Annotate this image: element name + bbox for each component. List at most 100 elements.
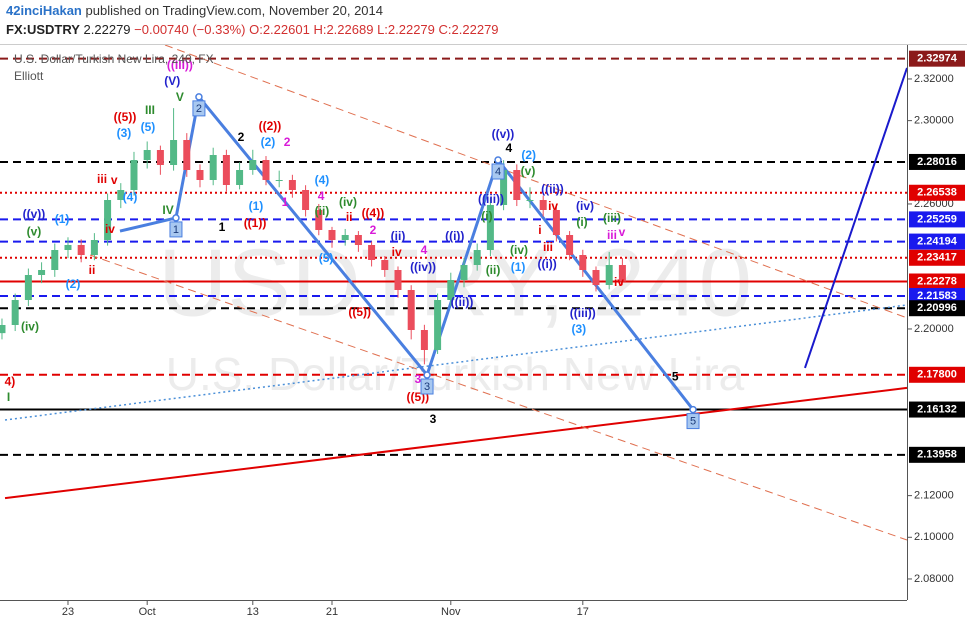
x-tick-label: 23 — [62, 606, 74, 618]
candle-body — [24, 275, 32, 300]
level-label-bg — [909, 446, 965, 463]
y-tick-label: 2.26000 — [914, 198, 954, 210]
ohlc: C:2.22279 — [438, 22, 499, 37]
wave-label: 5 — [672, 369, 679, 383]
wave-label: (5) — [141, 120, 156, 134]
wave-label: (iv) — [510, 243, 528, 257]
level-label: 2.22278 — [917, 275, 957, 287]
candle-body — [460, 265, 468, 280]
wave-label: (3) — [117, 126, 132, 140]
wave-label: IV — [162, 203, 173, 217]
candle-body — [0, 325, 6, 334]
wave-label: (4) — [315, 173, 330, 187]
wave-label: (iv) — [339, 195, 357, 209]
wave-point — [494, 156, 502, 164]
candle-body — [209, 155, 217, 180]
wave-label: iii — [97, 172, 107, 186]
candle-body — [117, 190, 125, 200]
y-tick-label: 2.08000 — [914, 573, 954, 585]
wave-label: (i) — [481, 209, 492, 223]
candle-body — [473, 250, 481, 265]
wave-label: ((III)) — [167, 58, 193, 72]
wave-label: (1) — [55, 212, 70, 226]
change: −0.00740 (−0.33%) — [134, 22, 246, 37]
candle-body — [11, 300, 19, 325]
candle-body — [354, 235, 362, 245]
legend-study: Elliott — [14, 69, 44, 83]
level-label: 2.13958 — [917, 449, 957, 461]
level-label-bg — [909, 249, 965, 266]
candle-body — [328, 230, 336, 240]
candle-body — [183, 140, 191, 170]
level-label: 2.16132 — [917, 403, 957, 415]
x-tick-label: Nov — [441, 606, 461, 618]
wave-label: (i) — [576, 215, 587, 229]
x-tick-label: 17 — [577, 606, 589, 618]
wave-label: 2 — [238, 130, 245, 144]
ohlc: H:2.22689 — [313, 22, 374, 37]
candle-body — [605, 265, 613, 285]
candle-body — [143, 150, 151, 160]
candle-body — [262, 160, 270, 180]
wave-label: 3 — [414, 372, 421, 386]
wave-box-label: 5 — [690, 415, 696, 427]
candle-body — [249, 160, 257, 170]
wave-label: (iv) — [576, 199, 594, 213]
wave-point — [689, 405, 697, 414]
wave-box — [192, 100, 206, 117]
candle-body — [77, 245, 85, 255]
candle-body — [64, 245, 72, 250]
candle-body — [513, 170, 521, 200]
x-tick-label: 21 — [326, 606, 338, 618]
trend-line — [164, 44, 908, 319]
level-label-bg — [909, 300, 965, 317]
wave-label: 2 — [370, 223, 377, 237]
wave-box-label: 2 — [196, 103, 202, 115]
candle-body — [618, 265, 626, 282]
level-label-bg — [909, 211, 965, 228]
wave-label: (ii) — [391, 229, 406, 243]
candle-body — [104, 200, 112, 240]
wave-label: ii — [346, 210, 353, 224]
wave-point — [423, 371, 431, 379]
candle-body — [156, 150, 164, 165]
candle-body — [566, 235, 574, 255]
trend-line — [4, 304, 908, 421]
wave-label: (2) — [261, 135, 276, 149]
wave-label: (v) — [521, 164, 536, 178]
candle-body — [222, 155, 230, 185]
wave-label: i — [538, 223, 541, 237]
wave-point — [172, 214, 180, 222]
candle-body — [407, 290, 415, 330]
wave-label: I — [7, 390, 10, 404]
wave-label: ((v)) — [492, 127, 515, 141]
wave-point — [195, 93, 203, 101]
legend-symbol: U.S. Dollar/Turkish New Lira, 240, FX — [14, 52, 214, 66]
wave-label: iv — [105, 222, 115, 236]
candle-body — [288, 180, 296, 190]
wave-label: 4 — [506, 141, 513, 155]
wave-label: ((5)) — [348, 305, 371, 319]
wave-label: ((i)) — [445, 229, 464, 243]
watermark: USDTRY, 240 — [158, 229, 752, 336]
candle-body — [38, 270, 46, 275]
time-axis — [0, 600, 907, 624]
level-label-bg — [909, 233, 965, 250]
candle-body — [539, 200, 547, 210]
wave-label: (4) — [123, 190, 138, 204]
trend-line — [119, 93, 695, 411]
candle-body — [196, 170, 204, 180]
author[interactable]: 42inciHakan — [6, 3, 82, 18]
level-label: 2.21583 — [917, 290, 957, 302]
wave-box — [169, 221, 183, 238]
ohlc: O:2.22601 — [249, 22, 310, 37]
wave-label: (2) — [66, 277, 81, 291]
wave-box — [420, 378, 434, 395]
level-label: 2.28016 — [917, 156, 957, 168]
candle-body — [90, 240, 98, 255]
candle-body — [526, 200, 534, 201]
wave-label: iv — [614, 275, 624, 289]
